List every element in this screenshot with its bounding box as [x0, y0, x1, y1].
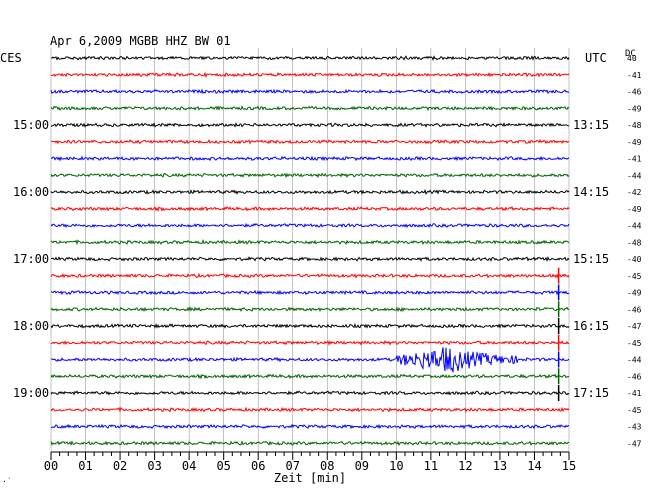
- dc-offset-22: -45: [627, 406, 642, 415]
- trace-line-7: [50, 155, 570, 162]
- left-time-label: 19:00: [13, 386, 49, 400]
- dc-offset-11: -44: [627, 222, 642, 231]
- right-time-label: 14:15: [573, 185, 609, 199]
- trace-line-15: [50, 289, 570, 296]
- x-tick-label-02: 02: [113, 459, 127, 473]
- x-tick-label-12: 12: [458, 459, 472, 473]
- trace-line-24: [50, 440, 570, 447]
- trace-line-13: [50, 255, 570, 263]
- trace-line-3: [50, 88, 570, 95]
- dc-offset-1: 40: [627, 54, 637, 63]
- dc-offset-3: -46: [627, 88, 642, 97]
- x-axis: 00 01 02 03 04 05 06 07 08 09 10 11 12 13 14 15: [44, 451, 576, 473]
- x-tick-label-11: 11: [424, 459, 438, 473]
- trace-line-10: [50, 205, 570, 212]
- dc-offset-8: -44: [627, 171, 642, 180]
- trace-line-20: [50, 373, 570, 380]
- trace-line-22: [50, 406, 570, 413]
- dc-offset-16: -46: [627, 305, 642, 314]
- dc-offset-header: DC: [625, 49, 636, 59]
- trace-line-1: [51, 55, 570, 61]
- trace-line-23: [50, 423, 570, 430]
- x-tick-label-09: 09: [355, 459, 369, 473]
- x-tick-label-15: 15: [562, 459, 576, 473]
- dc-offset-19: -44: [627, 356, 642, 365]
- trace-line-4: [50, 105, 570, 112]
- left-time-label: 15:00: [13, 118, 49, 132]
- dc-offset-18: -45: [627, 339, 642, 348]
- left-timezone-label: CES: [0, 51, 22, 65]
- x-tick-label-01: 01: [78, 459, 92, 473]
- trace-line-6: [50, 138, 570, 145]
- trace-line-2: [50, 71, 570, 78]
- trace-line-17: [50, 322, 570, 329]
- trace-line-18: [50, 339, 570, 346]
- left-time-label: 17:00: [13, 252, 49, 266]
- x-axis-title: Zeit [min]: [274, 471, 346, 485]
- seismogram-traces: 40 -41 -46 -49 -48 -49 -41 -44 -42 -49 -44 -48 -40 -4…: [50, 54, 642, 448]
- dc-offset-2: -41: [627, 71, 642, 80]
- right-time-label: 16:15: [573, 319, 609, 333]
- dc-offset-17: -47: [627, 322, 642, 331]
- trace-line-21: [50, 390, 570, 396]
- dc-offset-5: -48: [627, 121, 642, 130]
- dc-offset-23: -43: [627, 423, 642, 432]
- x-tick-label-10: 10: [389, 459, 403, 473]
- trace-line-14: [50, 272, 570, 279]
- x-tick-label-07: 07: [286, 459, 300, 473]
- trace-line-19: [50, 347, 570, 373]
- trace-line-8: [50, 172, 570, 179]
- x-tick-label-04: 04: [182, 459, 196, 473]
- trace-line-16: [50, 306, 570, 313]
- trace-line-11: [50, 222, 570, 229]
- dc-offset-13: -40: [627, 255, 642, 264]
- dc-offset-9: -42: [627, 188, 642, 197]
- dc-offset-6: -49: [627, 138, 642, 147]
- x-tick-label-05: 05: [216, 459, 230, 473]
- time-labels: 15:00 16:00 17:00 18:00 19:00 13:15 14:15 15:15…: [13, 118, 609, 400]
- right-time-label: 13:15: [573, 118, 609, 132]
- minute-gridlines: [50, 48, 570, 452]
- dc-offset-7: -41: [627, 155, 642, 164]
- right-timezone-label: UTC: [585, 51, 607, 65]
- trace-line-9: [50, 189, 570, 195]
- left-time-label: 16:00: [13, 185, 49, 199]
- dc-offset-4: -49: [627, 104, 642, 113]
- left-time-label: 18:00: [13, 319, 49, 333]
- dc-offset-10: -49: [627, 205, 642, 214]
- dc-offset-12: -48: [627, 238, 642, 247]
- right-time-label: 15:15: [573, 252, 609, 266]
- dc-offset-24: -47: [627, 439, 642, 448]
- dc-offset-20: -46: [627, 372, 642, 381]
- dc-offset-21: -41: [627, 389, 642, 398]
- x-tick-label-00: 00: [44, 459, 58, 473]
- corner-mark: ·˙: [2, 477, 12, 486]
- x-tick-label-13: 13: [493, 459, 507, 473]
- x-tick-label-06: 06: [251, 459, 265, 473]
- dc-offset-14: -45: [627, 272, 642, 281]
- trace-line-12: [50, 239, 570, 246]
- x-tick-label-08: 08: [320, 459, 334, 473]
- right-time-label: 17:15: [573, 386, 609, 400]
- dc-offset-15: -49: [627, 289, 642, 298]
- chart-title: Apr 6,2009 MGBB HHZ BW 01: [50, 34, 231, 48]
- trace-line-5: [50, 121, 570, 128]
- x-tick-label-14: 14: [527, 459, 541, 473]
- x-tick-label-03: 03: [147, 459, 161, 473]
